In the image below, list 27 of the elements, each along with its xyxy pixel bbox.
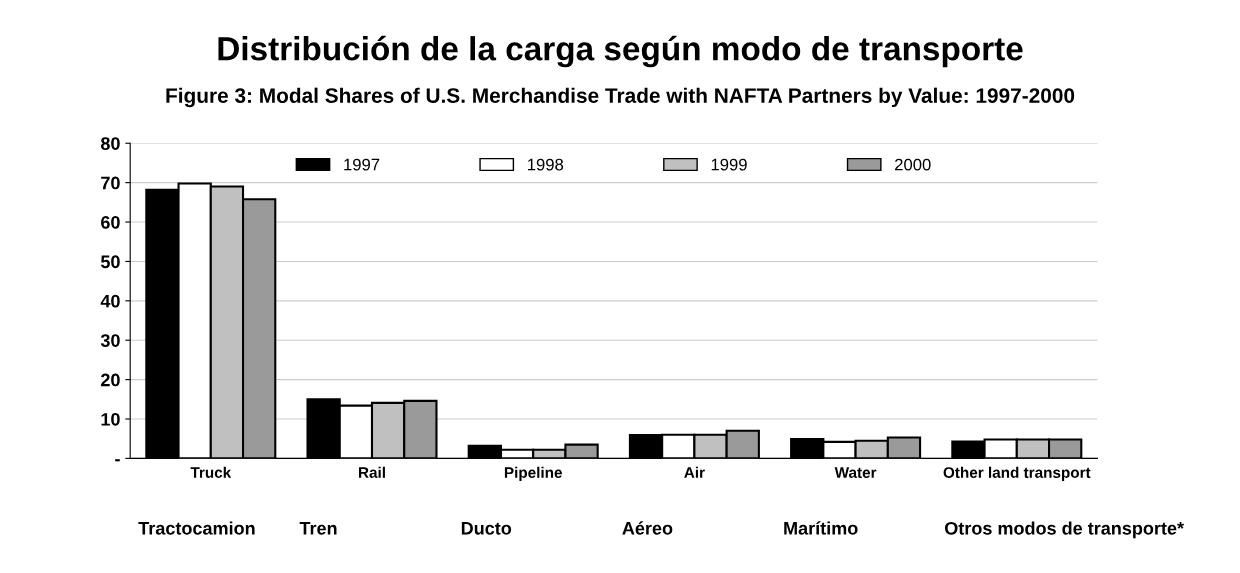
chart-subtitle: Figure 3: Modal Shares of U.S. Merchandise Trade with NAFTA Partners by Value: 1997-2000	[166, 87, 1075, 108]
y-tick-label: -	[115, 459, 120, 462]
legend-label: 1998	[528, 158, 564, 171]
y-tick-label: 40	[100, 294, 120, 308]
x-tick-label: Other land transport	[943, 466, 1091, 481]
x-tick-label: Air	[684, 466, 705, 478]
text: Otros modos de transporte*	[945, 521, 1185, 539]
y-tick-label: 60	[101, 215, 120, 229]
y-tick-label: 30	[100, 334, 120, 347]
y-tick-label: 10	[101, 412, 120, 426]
text: Tractocamion	[138, 521, 255, 535]
y-tick-label: 80	[100, 137, 120, 150]
x-tick-label: Rail	[359, 466, 385, 478]
chart-title: Distribución de la carga según modo de transporte	[218, 35, 1023, 68]
x-tick-label: Pipeline	[504, 466, 562, 481]
text: Aéreo	[622, 521, 673, 535]
y-tick-label: 70	[101, 176, 120, 190]
text: Ducto	[461, 522, 512, 535]
legend-label: 1999	[711, 158, 747, 171]
x-tick-label: Truck	[190, 466, 232, 478]
text: Marítimo	[784, 521, 858, 535]
y-tick-label: 20	[101, 373, 120, 387]
y-tick-label: 50	[100, 255, 120, 269]
x-tick-label: Water	[834, 467, 877, 478]
legend-label: 2000	[895, 158, 931, 171]
text: Tren	[299, 522, 337, 535]
legend-label: 1997	[344, 158, 380, 171]
